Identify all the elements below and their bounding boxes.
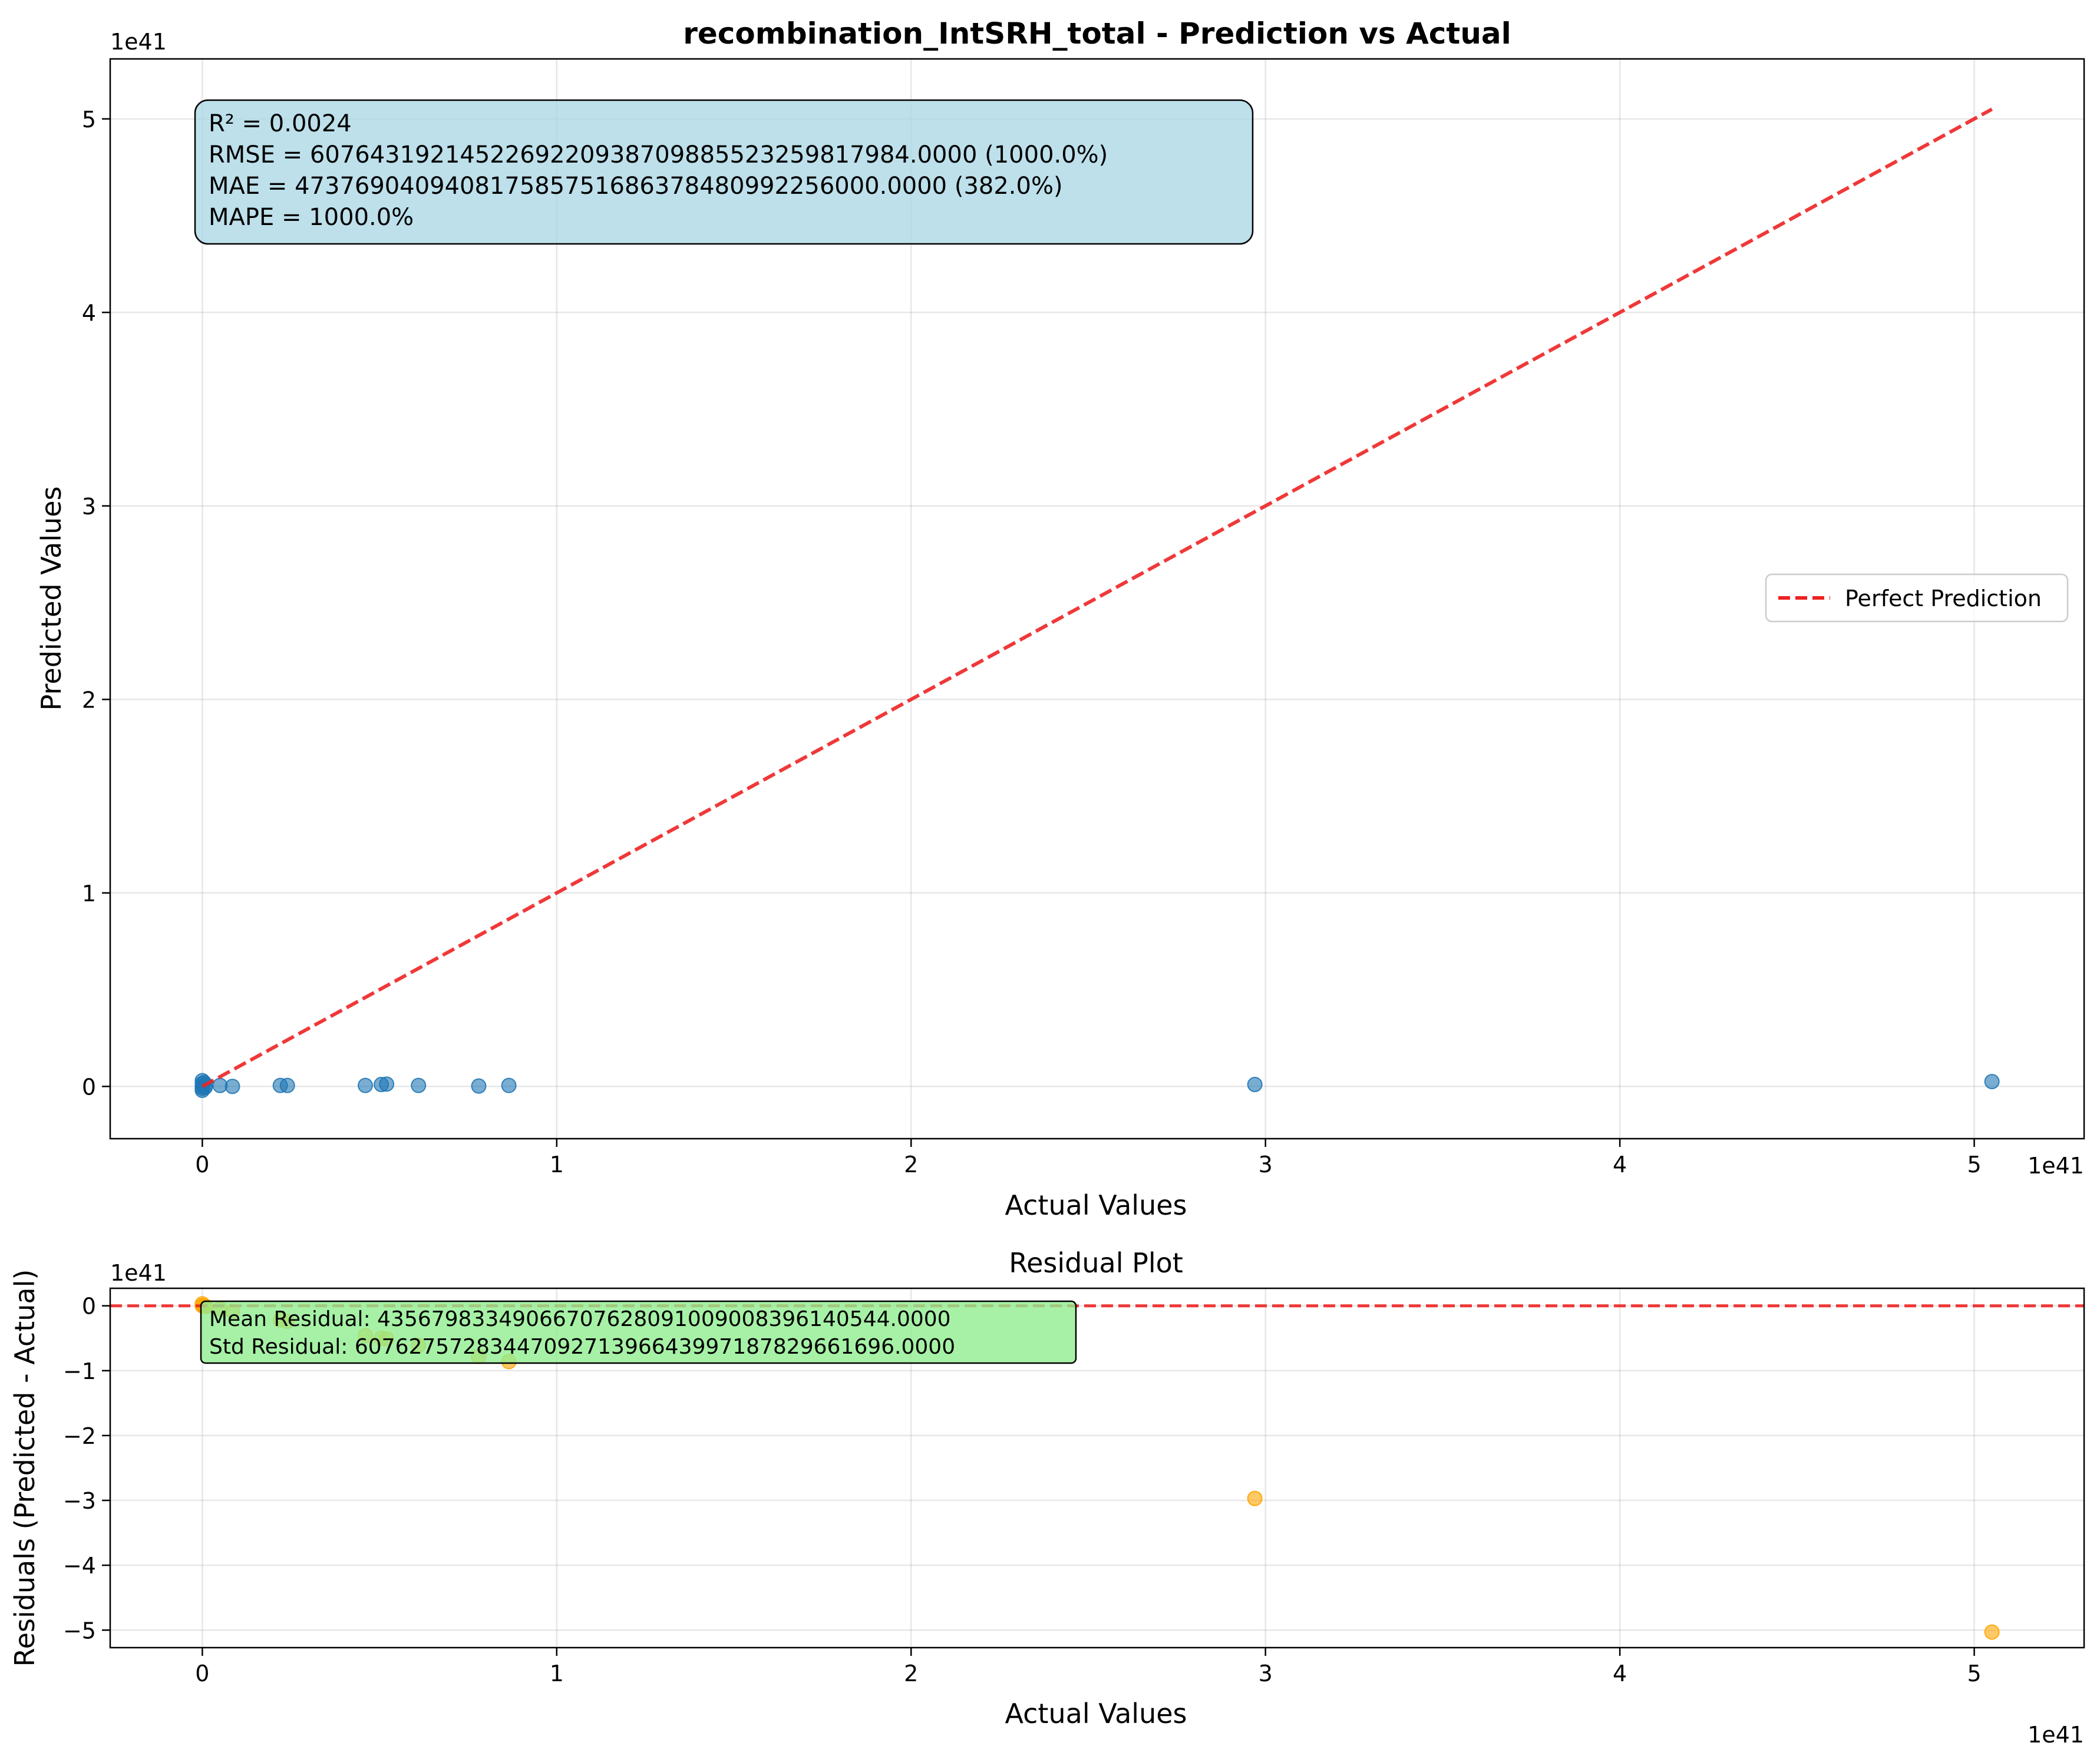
residual-stats-box (200, 1300, 1077, 1364)
data-point (1247, 1077, 1263, 1093)
legend: Perfect Prediction (1765, 573, 2069, 623)
y-tick-label: −2 (63, 1423, 96, 1449)
axis-ticks: 0 1 2 3 4 5 0 −1 −2 −3 −4 −5 (63, 1294, 1982, 1687)
x-axis-label: Actual Values (1005, 1698, 1187, 1730)
data-point (411, 1077, 427, 1093)
y-tick-label: 2 (82, 687, 96, 713)
y-tick-label: 0 (82, 1294, 96, 1320)
data-marks (194, 107, 2000, 1098)
plot-frame (109, 58, 2085, 1140)
x-tick-label: 5 (1967, 1661, 1981, 1687)
y-tick-label: 1 (82, 881, 96, 907)
x-tick-label: 2 (904, 1661, 918, 1687)
metrics-annotation: R² = 0.0024 RMSE = 607643192145226922093… (194, 99, 1254, 245)
data-point (224, 1079, 240, 1094)
metric-mape: MAPE = 1000.0% (209, 204, 414, 231)
x-offset-label: 1e41 (2028, 1722, 2084, 1746)
x-tick-label: 0 (195, 1661, 209, 1687)
y-offset-label: 1e41 (110, 29, 167, 55)
data-point (358, 1077, 374, 1093)
residual-panel: 0 1 2 3 4 5 0 −1 −2 −3 −4 −5 Residual Plot Actual V… (9, 1247, 2085, 1746)
axis-ticks: 0 1 2 3 4 5 0 1 2 3 4 5 (82, 107, 1982, 1178)
x-tick-label: 3 (1259, 1661, 1273, 1687)
perfect-prediction-line (201, 107, 1993, 1088)
x-tick-label: 0 (195, 1152, 209, 1178)
y-tick-label: 5 (82, 107, 96, 133)
data-point (1984, 1624, 2000, 1640)
plot-frame (109, 1287, 2085, 1649)
legend-box (1765, 573, 2069, 623)
legend-entry: Perfect Prediction (1845, 586, 2042, 611)
x-offset-label: 1e41 (2028, 1153, 2084, 1179)
metric-mae: MAE = 4737690409408175857516863784809922… (209, 173, 1063, 200)
mean-residual-text: Mean Residual: 4356798334906670762809100… (209, 1307, 951, 1331)
std-residual-text: Std Residual: 60762757283447092713966439… (209, 1335, 955, 1359)
data-point (379, 1076, 395, 1092)
chart-title: recombination_IntSRH_total - Prediction … (683, 16, 1511, 51)
y-tick-label: −1 (63, 1358, 96, 1384)
x-tick-label: 4 (1613, 1152, 1627, 1178)
x-axis-label: Actual Values (1005, 1189, 1187, 1221)
data-point (471, 1078, 487, 1094)
y-axis-label: Residuals (Predicted - Actual) (9, 1269, 41, 1667)
x-tick-label: 2 (904, 1152, 918, 1178)
metric-rmse: RMSE = 607643192145226922093870988552325… (209, 141, 1108, 168)
x-tick-label: 5 (1967, 1152, 1981, 1178)
y-tick-label: −4 (63, 1553, 96, 1579)
y-axis-label: Predicted Values (35, 487, 67, 711)
y-tick-label: 0 (82, 1074, 96, 1100)
x-tick-label: 4 (1613, 1661, 1627, 1687)
data-point (279, 1077, 295, 1093)
data-point (1984, 1074, 2000, 1090)
data-point (501, 1077, 517, 1093)
y-offset-label: 1e41 (110, 1260, 167, 1286)
x-tick-label: 3 (1259, 1152, 1273, 1178)
data-point (1247, 1490, 1263, 1506)
metric-r2: R² = 0.0024 (209, 110, 352, 137)
x-tick-label: 1 (550, 1152, 564, 1178)
y-tick-label: 3 (82, 494, 96, 520)
residual-stats-annotation: Mean Residual: 4356798334906670762809100… (200, 1300, 1077, 1364)
y-tick-label: −3 (63, 1488, 96, 1514)
y-tick-label: −5 (63, 1618, 96, 1644)
x-tick-label: 1 (550, 1661, 564, 1687)
metrics-box (194, 99, 1254, 245)
y-tick-label: 4 (82, 300, 96, 326)
chart-title: Residual Plot (1009, 1247, 1183, 1279)
prediction-vs-actual-panel: 0 1 2 3 4 5 0 1 2 3 4 5 recombination_IntSRH_total … (35, 16, 2085, 1221)
